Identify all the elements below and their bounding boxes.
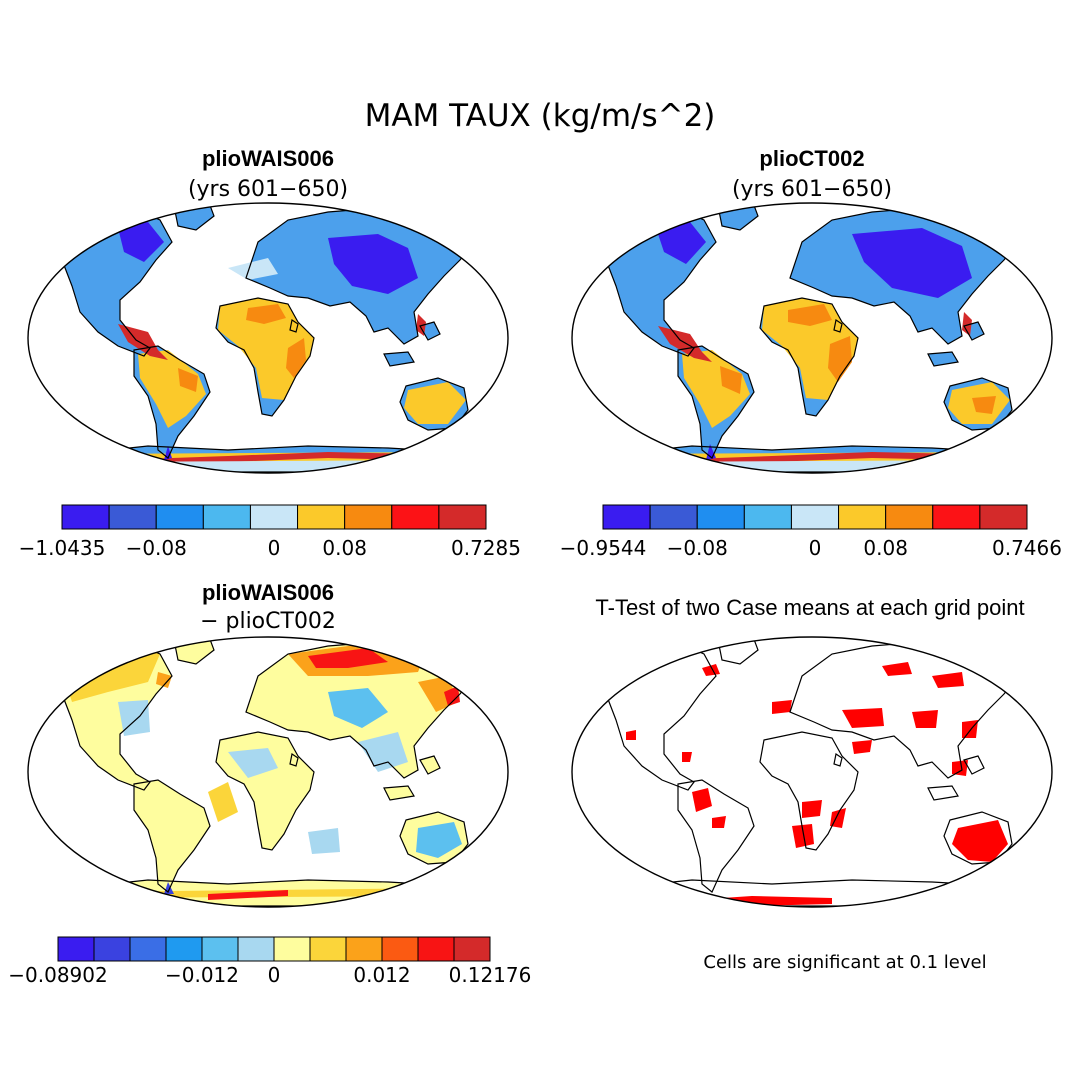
colorbar-tick-label: −1.0435: [19, 536, 106, 560]
colorbar-swatch: [201, 936, 239, 962]
colorbar-swatch: [696, 504, 745, 530]
colorbar-swatch: [344, 504, 393, 530]
colorbar-tick-label: 0.08: [863, 536, 908, 560]
colorbar-swatch: [453, 936, 491, 962]
colorbar-swatch: [417, 936, 455, 962]
colorbar-tick-label: −0.08902: [8, 963, 107, 987]
colorbar-swatch: [129, 936, 167, 962]
colorbar-tick-label: 0.7285: [451, 536, 521, 560]
panel1-heading: plioWAIS006: [202, 146, 334, 171]
colorbar-tick-label: 0.08: [322, 536, 367, 560]
colorbar-swatch: [273, 936, 311, 962]
colorbar-swatch: [93, 936, 131, 962]
significant-cells: [626, 662, 1008, 906]
colorbar-swatch: [391, 504, 440, 530]
colorbar-swatch: [979, 504, 1028, 530]
figure-title: MAM TAUX (kg/m/s^2): [365, 98, 716, 134]
colorbar-tick-label: 0: [268, 963, 281, 987]
colorbar-tick-label: −0.08: [667, 536, 728, 560]
colorbar-swatch: [885, 504, 934, 530]
colorbar-tick-label: −0.08: [126, 536, 187, 560]
colorbar-swatch: [165, 936, 203, 962]
colorbar-swatch: [790, 504, 840, 530]
panel1-map-border: [27, 202, 509, 474]
colorbar-tick-label: −0.9544: [560, 536, 647, 560]
colorbar-swatch: [57, 936, 95, 962]
colorbar-swatch: [602, 504, 651, 530]
panel4-map-border: [571, 636, 1053, 908]
panel3-map-border: [27, 636, 509, 908]
panel2-heading: plioCT002: [759, 146, 864, 171]
panel2-colorbar: −0.9544 −0.08 0 0.08 0.7466: [560, 504, 1062, 560]
panel2-map-border: [571, 202, 1053, 474]
panel1-colorbar: −1.0435 −0.08 0 0.08 0.7285: [19, 504, 521, 560]
colorbar-swatch: [649, 504, 698, 530]
panel-plioWAIS006: plioWAIS006 (yrs 601−650): [19, 146, 521, 560]
colorbar-swatch: [155, 504, 204, 530]
colorbar-tick-label: 0.012: [353, 963, 410, 987]
colorbar-swatch: [249, 504, 299, 530]
colorbar-swatch: [297, 504, 346, 530]
panel-difference: plioWAIS006 − plioCT002: [8, 580, 531, 987]
colorbar-swatch: [345, 936, 383, 962]
colorbar-swatch: [438, 504, 487, 530]
panel-plioCT002: plioCT002 (yrs 601−650): [560, 146, 1062, 560]
panel-ttest: T-Test of two Case means at each grid po…: [571, 595, 1053, 973]
colorbar-swatch: [381, 936, 419, 962]
panel2-subheading: (yrs 601−650): [732, 177, 892, 202]
colorbar-tick-label: 0.7466: [992, 536, 1062, 560]
panel3-map: [27, 636, 509, 908]
significance-note: Cells are significant at 0.1 level: [703, 952, 986, 973]
panel3-heading: plioWAIS006: [202, 580, 334, 605]
colorbar-tick-label: −0.012: [165, 963, 239, 987]
colorbar-swatch: [743, 504, 792, 530]
panel3-colorbar: −0.08902 −0.012 0 0.012 0.12176: [8, 936, 532, 987]
colorbar-swatch: [309, 936, 347, 962]
panel3-subheading: − plioCT002: [200, 609, 336, 634]
panel1-subheading: (yrs 601−650): [188, 177, 348, 202]
panel2-map: [571, 202, 1053, 474]
colorbar-swatch: [61, 504, 110, 530]
colorbar-swatch: [932, 504, 981, 530]
colorbar-tick-label: 0: [809, 536, 822, 560]
colorbar-swatch: [237, 936, 275, 962]
panel4-map: [571, 636, 1053, 908]
colorbar-tick-label: 0: [268, 536, 281, 560]
colorbar-swatch: [202, 504, 251, 530]
colorbar-swatch: [108, 504, 157, 530]
colorbar-swatch: [838, 504, 887, 530]
panel4-heading: T-Test of two Case means at each grid po…: [595, 595, 1024, 620]
panel1-map: [27, 202, 509, 474]
colorbar-tick-label: 0.12176: [449, 963, 532, 987]
